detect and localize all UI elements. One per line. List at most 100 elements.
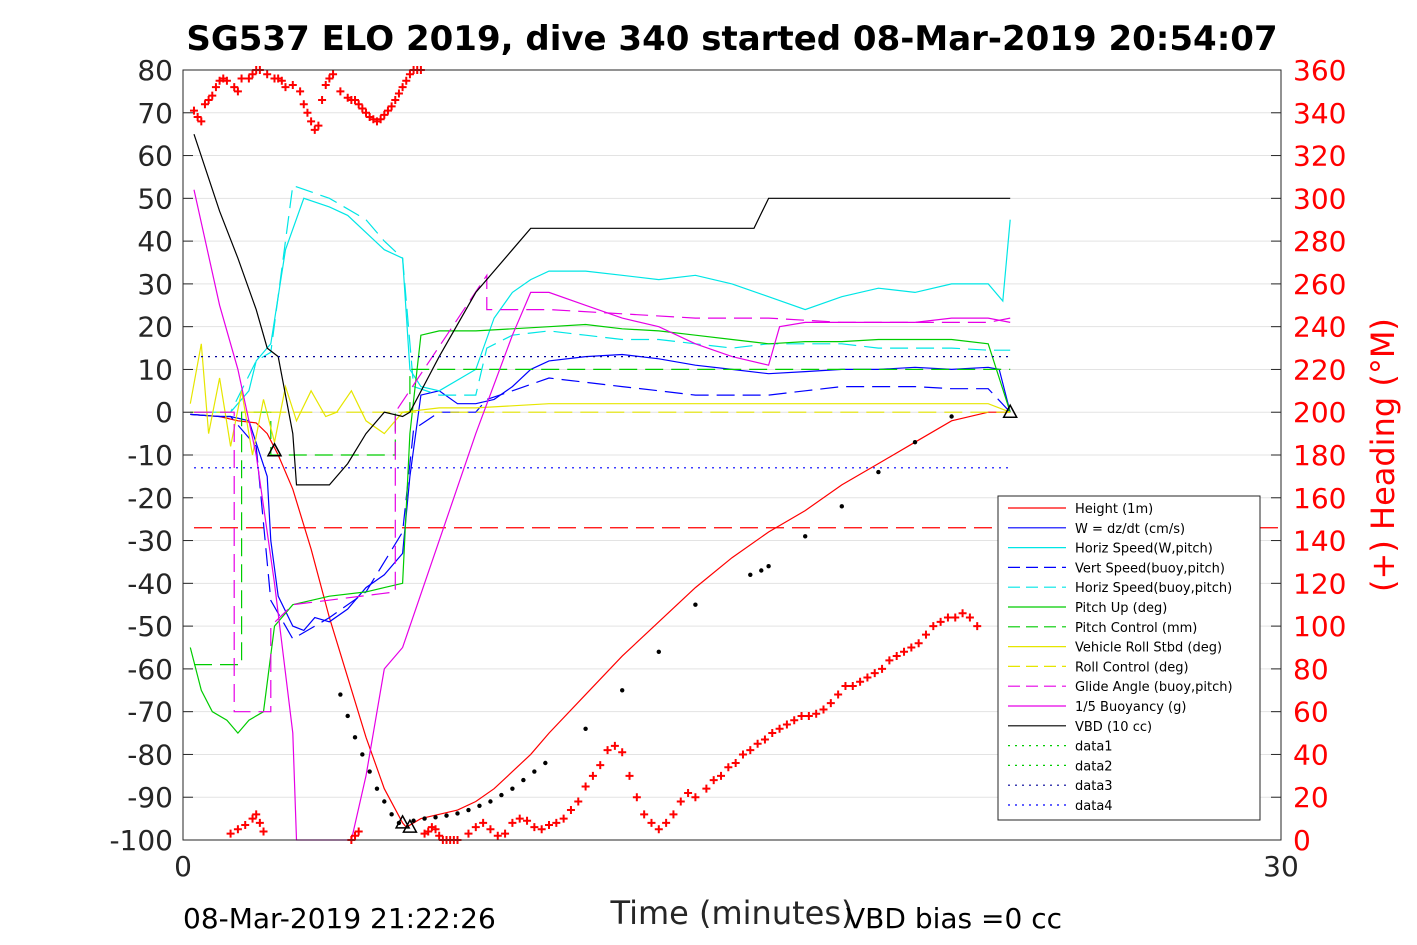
height-sample-point	[367, 769, 372, 774]
series-line-11	[193, 189, 1011, 841]
legend-box	[997, 495, 1261, 821]
heading-plus-marker	[226, 829, 235, 838]
legend-label: Height (1m)	[1075, 502, 1153, 517]
heading-plus-marker	[233, 825, 242, 834]
x-tick-label: 0	[174, 850, 192, 883]
height-sample-point	[876, 469, 881, 475]
y-axis-right: 3603403203002802602402202001801601401201…	[1271, 54, 1346, 857]
height-sample-point	[488, 799, 493, 804]
y-tick-label: -30	[127, 525, 173, 558]
y-tick-label: -60	[127, 653, 173, 686]
heading-plus-marker	[640, 810, 649, 819]
heading-plus-marker	[394, 89, 403, 98]
footer-timestamp: 08-Mar-2019 21:22:26	[183, 902, 496, 935]
legend: Height (1m) W = dz/dt (cm/s) Horiz Speed(W…	[997, 495, 1261, 821]
legend-label: Pitch Up (deg)	[1075, 601, 1167, 616]
heading-plus-marker	[189, 106, 198, 115]
heading-plus-marker	[208, 91, 217, 100]
heading-plus-marker	[204, 95, 213, 104]
series-line-7	[194, 368, 1011, 666]
heading-plus-marker	[625, 771, 634, 780]
heading-plus-marker	[647, 818, 656, 827]
heading-plus-marker	[299, 100, 308, 109]
heading-plus-marker	[566, 806, 575, 815]
heading-plus-marker	[856, 677, 865, 686]
height-sample-point	[352, 735, 358, 740]
legend-label: Pitch Control (mm)	[1075, 621, 1197, 636]
heading-plus-marker	[310, 125, 319, 134]
legend-label: Horiz Speed(buoy,pitch)	[1075, 581, 1232, 596]
series-line-12	[193, 134, 1011, 486]
legend-label: data4	[1075, 799, 1113, 814]
heading-plus-marker	[380, 110, 389, 119]
heading-plus-marker	[237, 74, 246, 83]
heading-plus-marker	[596, 761, 605, 770]
heading-plus-marker	[248, 70, 257, 79]
heading-plus-marker	[435, 831, 444, 840]
y2-tick-label: 360	[1293, 54, 1346, 87]
footer-vbd-bias: VBD bias =0 cc	[846, 902, 1062, 935]
heading-plus-marker	[493, 831, 502, 840]
heading-plus-marker	[296, 87, 305, 96]
y2-tick-label: 260	[1293, 268, 1346, 301]
heading-plus-marker	[307, 117, 316, 126]
height-sample-point	[444, 813, 449, 818]
heading-plus-marker	[782, 720, 791, 729]
heading-plus-marker	[431, 825, 440, 834]
legend-label: 1/5 Buoyancy (g)	[1075, 700, 1186, 715]
heading-plus-marker	[508, 818, 517, 827]
heading-plus-marker	[717, 771, 726, 780]
heading-plus-marker	[222, 76, 231, 85]
y-tick-label: -20	[127, 482, 173, 515]
heading-plus-marker	[702, 784, 711, 793]
heading-plus-marker	[632, 793, 641, 802]
height-sample-point	[389, 812, 394, 817]
heading-plus-marker	[405, 70, 414, 79]
height-sample-point	[656, 649, 661, 654]
heading-plus-marker	[321, 80, 330, 89]
height-sample-point	[839, 504, 844, 509]
heading-plus-marker	[753, 739, 762, 748]
heading-plus-marker	[523, 816, 532, 825]
legend-label: Glide Angle (buoy,pitch)	[1075, 680, 1233, 695]
legend-label: Vert Speed(buoy,pitch)	[1075, 561, 1225, 576]
heading-plus-marker	[362, 108, 370, 117]
legend-label: data2	[1075, 759, 1113, 774]
heading-plus-marker	[863, 673, 872, 682]
heading-plus-marker	[812, 709, 821, 718]
height-sample-point	[433, 815, 438, 820]
y-tick-label: -40	[127, 567, 173, 600]
heading-plus-marker	[826, 699, 835, 708]
height-sample-point	[345, 713, 350, 719]
heading-plus-marker	[878, 664, 887, 673]
y2-tick-label: 140	[1293, 525, 1346, 558]
heading-plus-marker	[471, 823, 480, 832]
heading-plus-marker	[900, 647, 909, 656]
y-tick-label: 20	[137, 311, 173, 344]
legend-label: W = dz/dt (cm/s)	[1075, 522, 1185, 537]
heading-plus-marker	[958, 609, 967, 618]
height-sample-point	[466, 807, 471, 813]
legend-label: VBD (10 cc)	[1075, 720, 1152, 735]
heading-plus-marker	[479, 818, 488, 827]
height-sample-point	[521, 777, 526, 783]
series-line-6	[189, 323, 1011, 735]
height-sample-point	[759, 568, 764, 573]
height-sample-point	[532, 769, 537, 774]
height-sample-point	[766, 564, 771, 569]
heading-plus-marker	[537, 825, 546, 834]
heading-plus-marker	[951, 613, 960, 622]
height-sample-point	[360, 752, 365, 757]
y2-tick-label: 120	[1293, 567, 1346, 600]
y-tick-label: -100	[109, 824, 173, 857]
heading-plus-marker	[662, 818, 671, 827]
y2-tick-label: 300	[1293, 182, 1346, 215]
heading-plus-marker	[797, 711, 806, 720]
y2-tick-label: 200	[1293, 396, 1346, 429]
series-layer	[189, 134, 1011, 841]
y-tick-label: 60	[137, 140, 173, 173]
height-sample-point	[510, 786, 515, 791]
y-axis-left: 80 70 60 50 40 30 20 10 0 -10 -20 -30 -40 -50 -60 -70 -8…	[109, 54, 193, 857]
heading-plus-marker	[233, 87, 242, 96]
heading-plus-marker	[351, 95, 360, 104]
